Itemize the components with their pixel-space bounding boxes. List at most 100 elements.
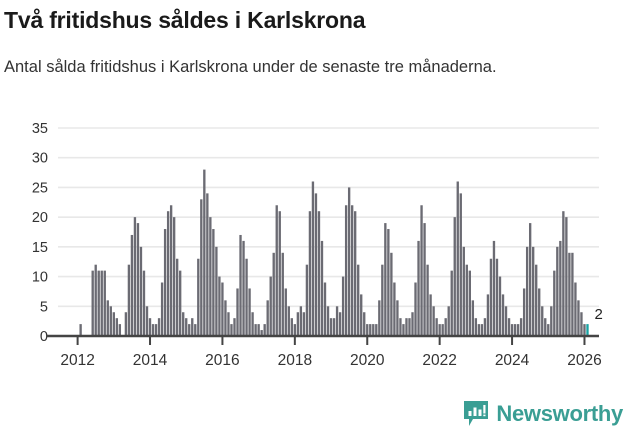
bar[interactable] [486,294,490,336]
bar[interactable] [118,324,122,336]
bar[interactable] [302,312,306,336]
bar[interactable] [79,324,82,336]
bar[interactable] [284,288,287,336]
bar[interactable] [293,324,297,336]
bar[interactable] [163,229,167,336]
bar[interactable] [489,258,493,336]
bar[interactable] [435,318,438,336]
bar[interactable] [384,223,387,336]
newsworthy-logo[interactable]: Newsworthy [463,400,623,428]
bar[interactable] [462,246,465,336]
bar[interactable] [369,324,372,336]
bar[interactable] [97,270,100,336]
bar[interactable] [154,324,158,336]
bar[interactable] [405,318,408,336]
bar[interactable] [311,181,315,336]
bar[interactable] [583,324,586,336]
bar[interactable] [510,324,514,336]
bar[interactable] [447,306,450,336]
bar[interactable] [185,318,188,336]
bar[interactable] [381,264,384,336]
bar[interactable] [465,264,468,336]
bar[interactable] [233,318,236,336]
bar[interactable] [166,211,170,336]
bar[interactable] [305,264,309,336]
bar[interactable] [308,211,312,336]
bar[interactable] [335,306,339,336]
bar[interactable] [396,300,399,336]
bar[interactable] [459,193,462,336]
bar[interactable] [242,240,245,336]
bar[interactable] [547,324,550,336]
bar[interactable] [133,217,137,336]
bar[interactable] [453,217,456,336]
bar[interactable] [145,306,149,336]
bar[interactable] [571,252,574,336]
bar[interactable] [221,282,224,336]
bar[interactable] [194,324,197,336]
bar[interactable] [441,324,444,336]
bar[interactable] [323,282,327,336]
bar[interactable] [556,246,559,336]
bar[interactable] [375,324,378,336]
bar[interactable] [263,324,266,336]
bar[interactable] [296,312,300,336]
bar[interactable] [254,324,257,336]
bar[interactable] [344,205,348,336]
bar[interactable] [559,240,562,336]
bar[interactable] [432,306,435,336]
bar[interactable] [94,264,97,336]
bar[interactable] [532,246,535,336]
bar[interactable] [426,264,429,336]
bar[interactable] [477,324,481,336]
bar[interactable] [378,300,381,336]
bar[interactable] [341,276,345,336]
bar[interactable] [513,324,517,336]
bar[interactable] [227,312,230,336]
bar[interactable] [417,240,420,336]
bar[interactable] [317,211,321,336]
bar[interactable] [580,312,583,336]
bar[interactable] [148,318,152,336]
bar[interactable] [172,217,176,336]
bar[interactable] [474,318,478,336]
bar[interactable] [553,270,556,336]
bar[interactable] [230,324,233,336]
bar[interactable] [179,270,182,336]
bar[interactable] [106,300,109,336]
bar[interactable] [408,318,411,336]
bar[interactable] [287,306,290,336]
bar[interactable] [136,223,140,336]
bar[interactable] [525,246,529,336]
bar[interactable] [197,258,200,336]
bar[interactable] [103,270,106,336]
bar[interactable] [176,258,179,336]
bar[interactable] [160,282,164,336]
bar[interactable] [411,312,414,336]
bar[interactable] [139,246,143,336]
bar[interactable] [275,205,278,336]
bar[interactable] [501,294,505,336]
bar[interactable] [278,211,281,336]
bar[interactable] [329,318,333,336]
bar[interactable] [239,234,242,336]
bar[interactable] [519,318,523,336]
bar[interactable] [169,205,173,336]
bar[interactable] [429,294,432,336]
bar[interactable] [423,223,426,336]
bar[interactable] [269,276,272,336]
bar[interactable] [565,217,568,336]
bar[interactable] [544,318,547,336]
bar[interactable] [387,229,390,336]
bar[interactable] [91,270,94,336]
bar[interactable] [360,294,363,336]
bar[interactable] [522,288,526,336]
bar[interactable] [541,306,544,336]
bar[interactable] [127,264,131,336]
bar[interactable] [562,211,565,336]
bar[interactable] [468,270,471,336]
bar[interactable] [483,318,487,336]
bar[interactable] [320,240,324,336]
bar[interactable] [236,288,239,336]
bar[interactable] [471,300,475,336]
